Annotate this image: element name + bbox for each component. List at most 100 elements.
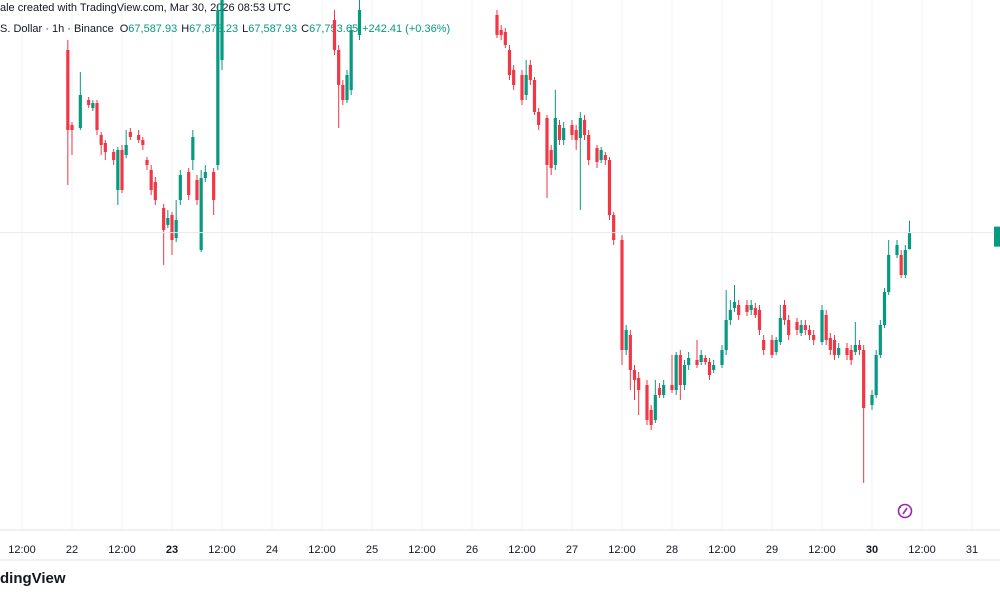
candle-body <box>78 95 82 128</box>
candle-body <box>737 305 741 315</box>
candle-body <box>637 378 641 390</box>
candle-body <box>753 308 757 315</box>
candle-body <box>562 128 566 140</box>
legend-value: 67,873.23 <box>189 23 238 35</box>
candle-body <box>528 65 532 80</box>
candle-body <box>862 350 866 408</box>
candle-body <box>137 135 141 140</box>
candle-body <box>99 135 103 145</box>
legend-key: C <box>301 23 309 35</box>
x-tick-label: 31 <box>966 544 978 556</box>
candle-body <box>687 358 691 365</box>
candle-body <box>557 125 562 140</box>
x-tick-label: 12:00 <box>508 544 536 556</box>
candle-body <box>549 150 553 168</box>
candle-body <box>770 340 774 355</box>
candle-body <box>878 325 882 355</box>
candle-body <box>187 172 191 195</box>
candle-body <box>712 365 716 370</box>
x-tick-label: 12:00 <box>108 544 136 556</box>
candle-body <box>570 125 574 135</box>
grid <box>21 0 973 530</box>
candle-body <box>803 325 807 330</box>
candle-body <box>574 130 578 140</box>
candle-body <box>824 315 828 340</box>
candle-body <box>699 355 703 362</box>
x-tick-label: 29 <box>766 544 778 556</box>
candle-body <box>812 335 816 340</box>
last-price-marker <box>994 226 1000 247</box>
candle-body <box>657 388 662 395</box>
plot-area <box>0 0 1000 483</box>
candle-body <box>628 335 632 370</box>
candle-body <box>203 172 207 178</box>
candle-body <box>653 395 657 420</box>
candle-body <box>882 292 887 325</box>
candle-body <box>632 370 637 380</box>
candle-body <box>499 30 503 35</box>
candle-body <box>599 150 603 160</box>
candle-body <box>620 240 624 350</box>
candle-body <box>582 120 587 135</box>
icon <box>897 503 913 519</box>
legend-value: 67,587.93 <box>128 23 177 35</box>
x-tick-label: 26 <box>466 544 478 556</box>
candle-body <box>899 255 903 275</box>
candle-body <box>587 135 591 160</box>
candle-body <box>112 152 116 160</box>
candle-body <box>724 320 728 350</box>
candle-body <box>649 410 653 425</box>
candle-body <box>495 15 499 35</box>
candle-body <box>553 118 557 165</box>
candle-body <box>828 338 832 350</box>
candle-body <box>503 32 507 45</box>
candle-body <box>674 355 678 390</box>
candle-body <box>645 385 649 420</box>
candle-body <box>145 160 149 165</box>
candle-body <box>857 345 862 350</box>
candle-body <box>124 145 128 155</box>
candle-body <box>749 305 753 310</box>
x-tick-label: 12:00 <box>8 544 36 556</box>
candle-body <box>199 178 203 250</box>
candle-body <box>895 245 899 255</box>
x-tick-label: 22 <box>66 544 78 556</box>
x-tick-label: 28 <box>666 544 678 556</box>
candle-body <box>728 310 732 320</box>
chart-title: ale created with TradingView.com, Mar 30… <box>0 2 291 14</box>
candle-body <box>778 318 782 342</box>
candle-body <box>703 358 707 362</box>
candle-body <box>603 155 607 160</box>
candle-body <box>595 148 599 162</box>
candle-body <box>162 208 166 230</box>
candle-body <box>520 75 524 100</box>
candle-body <box>91 103 95 108</box>
candle-body <box>212 172 216 200</box>
x-tick-label: 23 <box>166 544 178 556</box>
candle-body <box>707 362 712 375</box>
x-tick-label: 30 <box>866 544 878 556</box>
candle-body <box>678 355 682 385</box>
candle-body <box>195 180 199 200</box>
candle-body <box>153 182 157 200</box>
candle-body <box>720 350 724 365</box>
candle-body <box>682 365 687 385</box>
candle-body <box>782 305 787 320</box>
candle-body <box>149 170 153 190</box>
x-tick-label: 12:00 <box>908 544 936 556</box>
legend-change: +242.41 (+0.36%) <box>362 23 450 35</box>
candle-body <box>732 302 737 308</box>
candle-body <box>66 50 70 130</box>
candle-body <box>178 175 182 200</box>
candle-body <box>807 330 812 335</box>
candle-body <box>903 250 907 275</box>
candle-body <box>849 350 853 360</box>
candle-body <box>907 232 912 250</box>
candle-body <box>191 137 195 160</box>
candle-body <box>545 118 549 165</box>
candle-body <box>524 75 528 95</box>
x-tick-label: 27 <box>566 544 578 556</box>
x-tick-label: 12:00 <box>808 544 836 556</box>
candle-body <box>174 220 178 238</box>
chart-subtitle: S. Dollar · 1h · Binance O67,587.93 H67,87… <box>0 23 450 35</box>
